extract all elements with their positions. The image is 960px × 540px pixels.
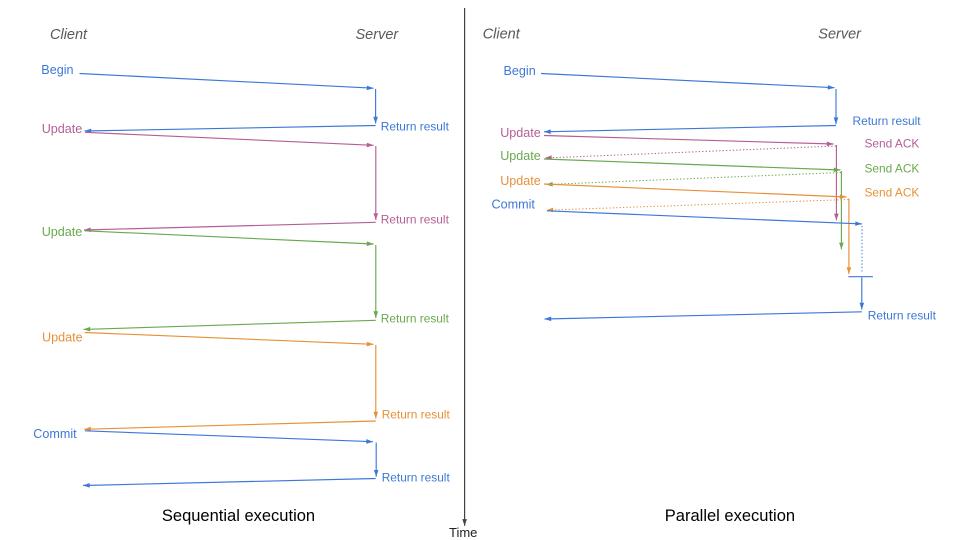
svg-text:Client: Client	[483, 27, 521, 43]
svg-text:Return result: Return result	[381, 213, 450, 227]
svg-text:Time: Time	[449, 525, 477, 540]
svg-text:Send ACK: Send ACK	[865, 186, 920, 200]
svg-text:Return result: Return result	[382, 408, 451, 422]
svg-text:Update: Update	[42, 225, 83, 239]
svg-text:Return result: Return result	[381, 312, 450, 326]
svg-text:Server: Server	[818, 27, 862, 43]
svg-text:Send ACK: Send ACK	[865, 136, 920, 150]
svg-text:Commit: Commit	[492, 198, 536, 212]
svg-text:Server: Server	[356, 27, 400, 43]
svg-text:Update: Update	[500, 126, 541, 140]
svg-text:Update: Update	[500, 149, 541, 163]
svg-text:Begin: Begin	[41, 63, 73, 77]
svg-text:Return result: Return result	[382, 470, 451, 484]
svg-text:Sequential execution: Sequential execution	[162, 507, 315, 525]
svg-text:Return result: Return result	[381, 120, 450, 134]
svg-text:Update: Update	[500, 174, 541, 188]
svg-text:Return result: Return result	[853, 114, 922, 128]
svg-text:Client: Client	[50, 27, 88, 43]
svg-text:Update: Update	[42, 122, 83, 136]
svg-text:Update: Update	[42, 330, 83, 344]
svg-text:Send ACK: Send ACK	[865, 162, 920, 176]
svg-text:Return result: Return result	[868, 309, 937, 323]
svg-text:Parallel execution: Parallel execution	[665, 507, 795, 525]
svg-text:Begin: Begin	[504, 64, 536, 78]
svg-text:Commit: Commit	[33, 427, 77, 441]
